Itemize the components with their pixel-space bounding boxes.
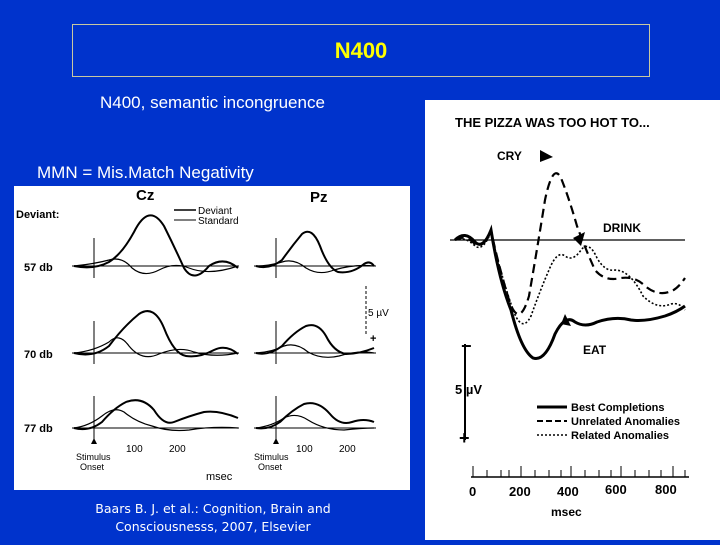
cz-onset-marker bbox=[91, 438, 97, 444]
pz-70-standard bbox=[255, 344, 375, 358]
subtitle-mmn: MMN = Mis.Match Negativity bbox=[37, 163, 254, 182]
cz-stimulus-label: Stimulus bbox=[76, 452, 111, 462]
slide-title: N400 bbox=[334, 37, 388, 63]
n400-x-ticks bbox=[472, 466, 686, 477]
pz-tick-200: 200 bbox=[339, 444, 356, 455]
cz-77-deviant bbox=[73, 399, 239, 431]
mmn-scale-label: 5 µV bbox=[368, 308, 389, 319]
subtitle-n400: N400, semantic incongruence bbox=[100, 93, 325, 112]
cry-arrow bbox=[540, 150, 553, 162]
electrode-pz-label: Pz bbox=[310, 189, 328, 206]
n400-erp-plot: THE PIZZA WAS TOO HOT TO... CRY DRINK EA… bbox=[450, 115, 689, 519]
electrode-cz-label: Cz bbox=[136, 187, 154, 204]
x-tick-800: 800 bbox=[655, 482, 677, 497]
best-completions-line bbox=[453, 224, 686, 360]
pz-stimulus-label: Stimulus bbox=[254, 452, 289, 462]
mmn-scale-plus: + bbox=[370, 333, 376, 345]
x-tick-0: 0 bbox=[469, 484, 476, 499]
x-tick-600: 600 bbox=[605, 482, 627, 497]
pz-77-deviant bbox=[255, 402, 375, 430]
cz-70-deviant bbox=[73, 310, 239, 358]
drink-arrow bbox=[573, 232, 585, 246]
legend-best: Best Completions bbox=[571, 402, 665, 414]
x-tick-400: 400 bbox=[557, 484, 579, 499]
n400-figure: THE PIZZA WAS TOO HOT TO... CRY DRINK EA… bbox=[425, 100, 720, 540]
mmn-erp-plot: Cz Pz Deviant: Deviant Standard 57 db 70… bbox=[16, 187, 389, 483]
legend-deviant: Deviant bbox=[198, 206, 232, 217]
row-label-77: 77 db bbox=[24, 423, 53, 435]
pz-57-deviant bbox=[255, 230, 375, 274]
pz-57-standard bbox=[255, 260, 375, 274]
x-tick-200: 200 bbox=[509, 484, 531, 499]
n400-scale-label: 5 µV bbox=[455, 382, 482, 397]
scale-minus: − bbox=[461, 336, 472, 356]
cz-57-standard bbox=[73, 258, 239, 275]
sentence-label: THE PIZZA WAS TOO HOT TO... bbox=[455, 115, 650, 130]
mmn-figure: Cz Pz Deviant: Deviant Standard 57 db 70… bbox=[14, 186, 410, 490]
row-label-57: 57 db bbox=[24, 262, 53, 274]
title-box: N400 bbox=[72, 24, 650, 77]
n400-xunit: msec bbox=[551, 505, 582, 519]
word-eat: EAT bbox=[583, 343, 607, 357]
related-anomalies-line bbox=[454, 229, 686, 325]
legend-standard: Standard bbox=[198, 216, 239, 227]
word-cry: CRY bbox=[497, 149, 522, 163]
pz-onset-label: Onset bbox=[258, 462, 283, 472]
citation: Baars B. J. et al.: Cognition, Brain and… bbox=[68, 500, 358, 536]
legend-related: Related Anomalies bbox=[571, 430, 669, 442]
cz-77-standard bbox=[73, 409, 239, 432]
cz-70-standard bbox=[73, 337, 239, 358]
word-drink: DRINK bbox=[603, 221, 641, 235]
cz-tick-200: 200 bbox=[169, 444, 186, 455]
row-label-70: 70 db bbox=[24, 349, 53, 361]
pz-onset-marker bbox=[273, 438, 279, 444]
mmn-xunit: msec bbox=[206, 471, 233, 483]
cz-waveforms bbox=[73, 214, 239, 432]
citation-line-1: Baars B. J. et al.: Cognition, Brain and bbox=[95, 501, 331, 516]
pz-waveforms bbox=[255, 230, 375, 431]
pz-77-standard bbox=[255, 414, 375, 431]
deviant-label: Deviant: bbox=[16, 209, 59, 221]
cz-onset-label: Onset bbox=[80, 462, 105, 472]
unrelated-anomalies-line bbox=[454, 172, 686, 316]
legend-unrelated: Unrelated Anomalies bbox=[571, 416, 680, 428]
pz-tick-100: 100 bbox=[296, 444, 313, 455]
cz-57-deviant bbox=[73, 214, 239, 277]
cz-tick-100: 100 bbox=[126, 444, 143, 455]
citation-line-2: Consciousnesss, 2007, Elsevier bbox=[115, 519, 311, 534]
scale-plus: + bbox=[459, 428, 470, 448]
